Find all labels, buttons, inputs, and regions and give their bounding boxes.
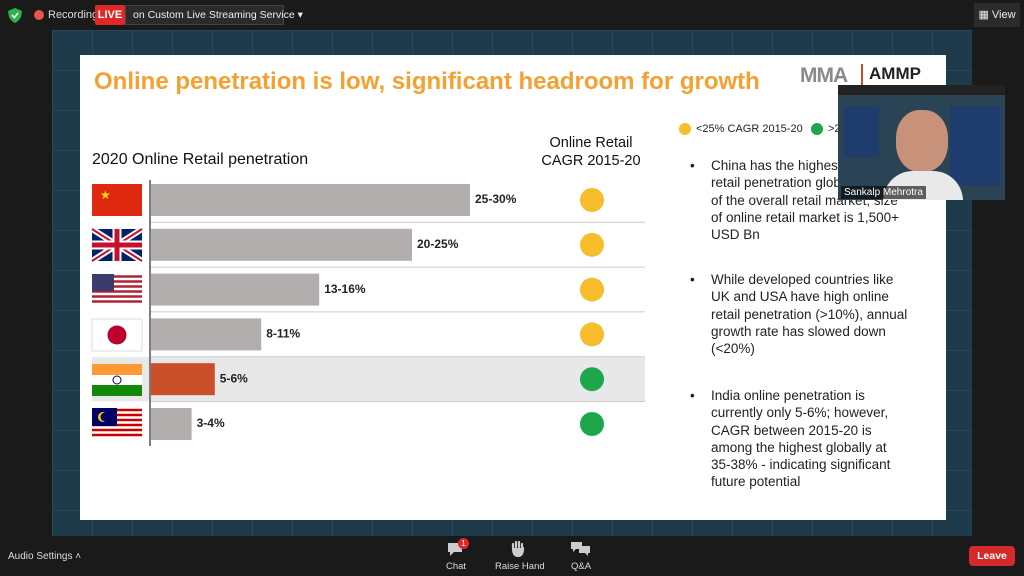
qa-icon[interactable] [570,540,592,558]
bullet-dot: • [690,388,695,403]
participant-name: Sankalp Mehrotra [841,186,926,199]
bullet-line: among the highest globally at [711,439,887,455]
bullet-line: retail penetration (>10%), annual [711,306,908,322]
legend-dot [811,123,823,135]
cagr-dot [580,322,604,347]
bullet-line: future potential [711,474,801,490]
view-label: View [991,9,1016,21]
value-label: 5-6% [220,371,248,385]
bar [151,408,192,440]
svg-text:★: ★ [100,188,111,202]
service-dropdown[interactable]: on Custom Live Streaming Service ▾ [125,5,303,25]
bottom-bar [0,537,1024,576]
logo-mma: MMA [800,64,848,87]
leave-button[interactable]: Leave [969,546,1015,566]
cagr-dot [580,232,604,257]
bullet-line: 35-38% - indicating significant [711,457,891,473]
value-label: 20-25% [417,237,459,251]
value-label: 3-4% [197,416,225,430]
bullet-line: (<20%) [711,341,755,357]
bullet-dot: • [690,272,695,287]
cagr-dot [580,277,604,302]
recording-label: Recording [48,9,99,21]
bullet-line: While developed countries like [711,272,894,287]
view-button[interactable]: ▦ View [974,3,1020,27]
security-icon [8,8,22,23]
bullet-line: USD Bn [711,227,760,243]
chart-title: 2020 Online Retail penetration [92,151,308,168]
chat-badge: 1 [458,538,469,549]
bar [151,184,470,216]
bullet-line: growth rate has slowed down [711,323,886,339]
bar [151,363,215,396]
cagr-dot [580,367,604,392]
bullet: • India online penetration is currently on… [690,387,890,491]
audio-settings[interactable]: Audio Settings ˄ [8,551,82,562]
bar [151,273,320,306]
legend-label: <25% CAGR 2015-20 [696,123,803,135]
bullet-line: CAGR between 2015-20 is [711,422,872,438]
bullet-dot: • [690,158,695,173]
raise-hand-icon[interactable] [510,540,526,558]
video-tile: Sankalp Mehrotra [838,85,1005,200]
value-label: 8-11% [266,327,300,341]
raise-hand-label[interactable]: Raise Hand [495,561,545,572]
bullet-line: UK and USA have high online [711,289,889,305]
bullet-line: currently only 5-6%; however, [711,405,889,421]
audio-label: Audio Settings [8,551,73,562]
bullet: • While developed countries like UK and US… [690,271,907,357]
service-label: on Custom Live Streaming Service [133,9,295,21]
live-badge[interactable]: LIVE [95,5,125,25]
bar [151,228,412,261]
bullet-line: India online penetration is [711,388,865,403]
bar [151,318,262,351]
qa-label[interactable]: Q&A [571,561,592,572]
record-dot [34,10,44,20]
value-label: 13-16% [324,282,366,296]
column-title: CAGR 2015-20 [541,153,640,169]
column-title: Online Retail [549,135,632,151]
cagr-dot [580,188,604,212]
bullet-line: retail penetration globally at [711,175,877,191]
flags: ★ [90,184,144,440]
logo-ammp: AMMP [861,64,921,88]
bullet-line: of online retail market is 1,500+ [711,209,899,225]
chat-label[interactable]: Chat [446,561,467,572]
slide-title: Online penetration is low, significant h… [94,68,760,95]
value-label: 25-30% [475,192,517,206]
cagr-dot [580,412,604,436]
legend-dot [679,123,691,135]
